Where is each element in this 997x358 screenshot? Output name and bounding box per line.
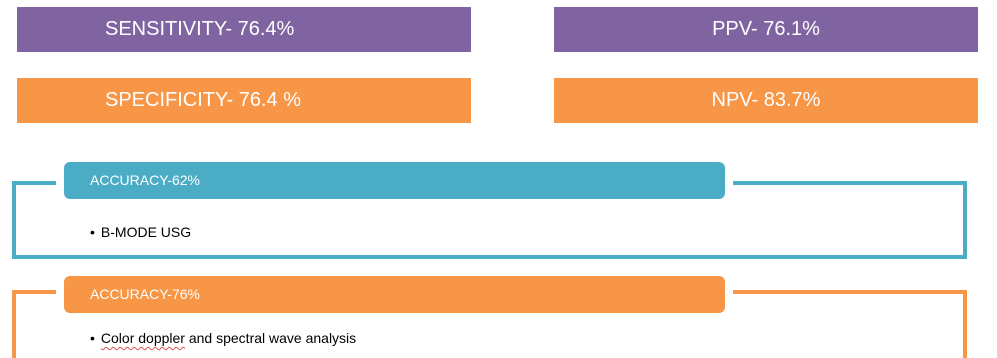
sensitivity-label: SENSITIVITY- 76.4%	[105, 18, 295, 40]
bmode-accuracy-label: ACCURACY-62%	[90, 172, 200, 188]
doppler-accuracy-header: ACCURACY-76%	[64, 276, 725, 313]
doppler-flagged-text: Color doppler	[100, 330, 185, 346]
ppv-box: PPV- 76.1%	[554, 7, 978, 52]
sensitivity-box: SENSITIVITY- 76.4%	[17, 7, 471, 52]
doppler-accuracy-label: ACCURACY-76%	[90, 286, 200, 302]
bmode-bullet-text: B-MODE USG	[100, 224, 192, 240]
bullet-dot: •	[90, 330, 95, 346]
specificity-box: SPECIFICITY- 76.4 %	[17, 78, 471, 123]
bullet-dot: •	[90, 224, 95, 240]
doppler-bullet: • Color doppler and spectral wave analysi…	[90, 330, 356, 346]
specificity-label: SPECIFICITY- 76.4 %	[105, 89, 301, 111]
npv-box: NPV- 83.7%	[554, 78, 978, 123]
npv-label: NPV- 83.7%	[711, 89, 821, 111]
bmode-bullet: • B-MODE USG	[90, 224, 191, 240]
bmode-accuracy-header: ACCURACY-62%	[64, 162, 725, 199]
ppv-label: PPV- 76.1%	[712, 18, 820, 40]
doppler-bullet-text: and spectral wave analysis	[184, 330, 357, 346]
